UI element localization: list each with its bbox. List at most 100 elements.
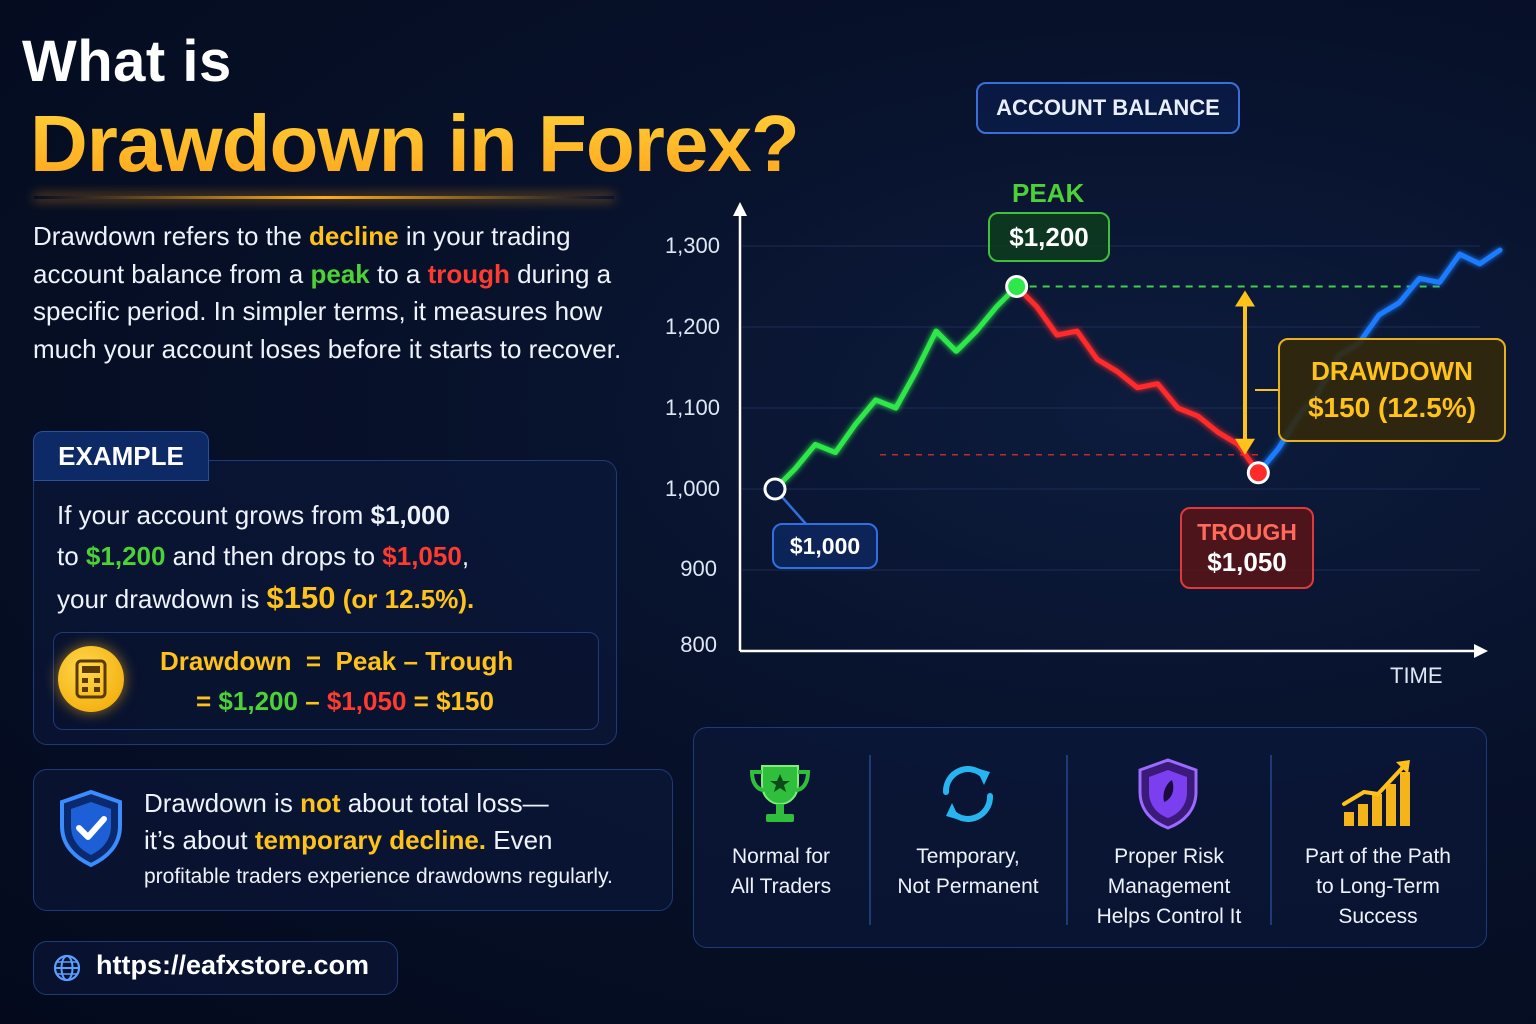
formula-operator: – <box>305 686 320 716</box>
trough-label: TROUGH <box>1197 519 1297 545</box>
formula-line-2: = $1,200 – $1,050 = $150 <box>196 686 494 717</box>
title-underline <box>34 196 614 199</box>
trough-value: $1,050 <box>1207 547 1287 577</box>
title-line-1: What is <box>22 29 232 94</box>
globe-icon <box>52 953 82 988</box>
example-text-part: If your account grows from <box>57 500 371 530</box>
feature-line: All Traders <box>730 875 832 898</box>
keyword-decline: decline <box>309 221 399 251</box>
note-card <box>33 769 673 911</box>
intro-text: to a <box>369 258 428 289</box>
drawdown-arrow-head-down <box>1235 438 1255 455</box>
example-drawdown-pct: (or 12.5%). <box>335 584 475 614</box>
formula-result: $150 <box>436 686 494 716</box>
start-point <box>763 477 787 501</box>
intro-text: Drawdown refers to the <box>33 221 310 251</box>
feature-line: Temporary, <box>916 845 1020 868</box>
example-text: If your account grows from $1,000 to $1,… <box>57 495 607 620</box>
intro-text: in your trading account balance from a <box>33 221 571 289</box>
example-peak-value: $1,200 <box>85 541 166 571</box>
keyword-peak: peak <box>310 258 370 289</box>
feature-line: to Long-Term <box>1316 875 1440 898</box>
example-text-part: , <box>461 541 470 571</box>
feature-divider <box>1270 755 1272 925</box>
note-text: Drawdown is <box>144 788 301 818</box>
feature-line: Proper Risk <box>1114 845 1224 868</box>
intro-paragraph: Drawdown refers to the decline in your t… <box>33 218 623 368</box>
feature-line: Helps Control It <box>1096 905 1242 928</box>
feature-label: Normal for All Traders <box>700 842 862 902</box>
note-keyword-not: not <box>300 788 341 818</box>
feature-line: Part of the Path <box>1305 845 1451 868</box>
trough-point <box>1246 461 1270 485</box>
formula-trough-value: $1,050 <box>326 686 407 716</box>
series-line-fall <box>1014 284 1261 476</box>
formula-box <box>53 632 599 730</box>
start-value-badge: $1,000 <box>772 523 878 569</box>
note-line-3: profitable traders experience drawdowns … <box>144 865 613 888</box>
chart-title-badge: ACCOUNT BALANCE <box>976 82 1240 134</box>
note-text: it’s about <box>144 825 255 855</box>
feature-line: Management <box>1107 875 1231 898</box>
feature-line: Success <box>1338 905 1418 928</box>
series-line-rise <box>772 284 1020 492</box>
growth-chart-icon <box>1340 758 1416 835</box>
feature-label: Proper Risk Management Helps Control It <box>1071 842 1267 932</box>
drawdown-arrow-head-up <box>1235 290 1255 307</box>
example-start-value: $1,000 <box>370 500 451 530</box>
y-tick-label: 1,100 <box>664 395 720 420</box>
y-tick-label: 1,300 <box>664 233 720 258</box>
feature-divider <box>869 755 871 925</box>
example-text-part: to <box>57 541 86 571</box>
formula-peak-value: $1,200 <box>218 686 298 716</box>
shield-icon <box>1132 758 1204 835</box>
example-tab: EXAMPLE <box>33 431 209 481</box>
url-card[interactable] <box>33 941 398 995</box>
formula-operator: = <box>305 646 322 676</box>
example-drawdown-value: $150 <box>266 580 336 615</box>
y-tick-label: 1,200 <box>664 314 720 339</box>
peak-point <box>1005 275 1029 298</box>
shield-check-icon <box>56 788 126 873</box>
refresh-icon <box>932 758 1004 835</box>
x-axis-label: TIME <box>1390 663 1443 688</box>
x-axis-arrow <box>1474 644 1488 658</box>
formula-term: Peak <box>335 646 397 676</box>
title-line-2: Drawdown in Forex? <box>30 99 800 188</box>
note-keyword-temporary: temporary decline. <box>254 825 487 855</box>
formula-operator: – <box>403 646 418 676</box>
peak-label: PEAK <box>1012 178 1085 208</box>
feature-label: Part of the Path to Long-Term Success <box>1275 842 1481 932</box>
features-card <box>693 727 1487 948</box>
drawdown-badge: DRAWDOWN $150 (12.5%) <box>1278 338 1506 442</box>
formula-operator: = <box>413 686 429 716</box>
trough-badge: TROUGH $1,050 <box>1180 507 1314 589</box>
note-line-2: it’s about temporary decline. Even <box>144 825 553 856</box>
y-tick-label: 800 <box>680 632 717 657</box>
note-line-1: Drawdown is not about total loss— <box>144 788 549 819</box>
website-link[interactable]: https://eafxstore.com <box>96 950 370 980</box>
note-text: about total loss— <box>340 788 549 818</box>
drawdown-value: $150 (12.5%) <box>1307 392 1477 423</box>
peak-value-badge: $1,200 <box>988 212 1110 262</box>
y-axis-arrow <box>733 202 747 216</box>
calculator-icon <box>58 646 124 712</box>
feature-line: Normal for <box>731 845 831 868</box>
trophy-icon <box>744 758 816 835</box>
example-trough-value: $1,050 <box>382 541 462 571</box>
feature-divider <box>1066 755 1068 925</box>
formula-operator: = <box>196 686 212 716</box>
intro-text: during a specific period. In simpler ter… <box>33 258 622 364</box>
feature-line: Not Permanent <box>897 875 1039 898</box>
example-text-part: your drawdown is <box>57 584 267 614</box>
y-tick-label: 900 <box>680 556 717 581</box>
y-tick-label: 1,000 <box>664 476 720 501</box>
feature-label: Temporary, Not Permanent <box>874 842 1062 902</box>
drawdown-label: DRAWDOWN <box>1311 356 1473 386</box>
formula-term: Trough <box>425 646 514 676</box>
keyword-trough: trough <box>427 258 510 289</box>
formula-term: Drawdown <box>160 646 292 676</box>
formula-line-1: Drawdown = Peak – Trough <box>160 646 513 677</box>
note-text: Even <box>486 825 553 855</box>
example-text-part: and then drops to <box>165 541 383 571</box>
